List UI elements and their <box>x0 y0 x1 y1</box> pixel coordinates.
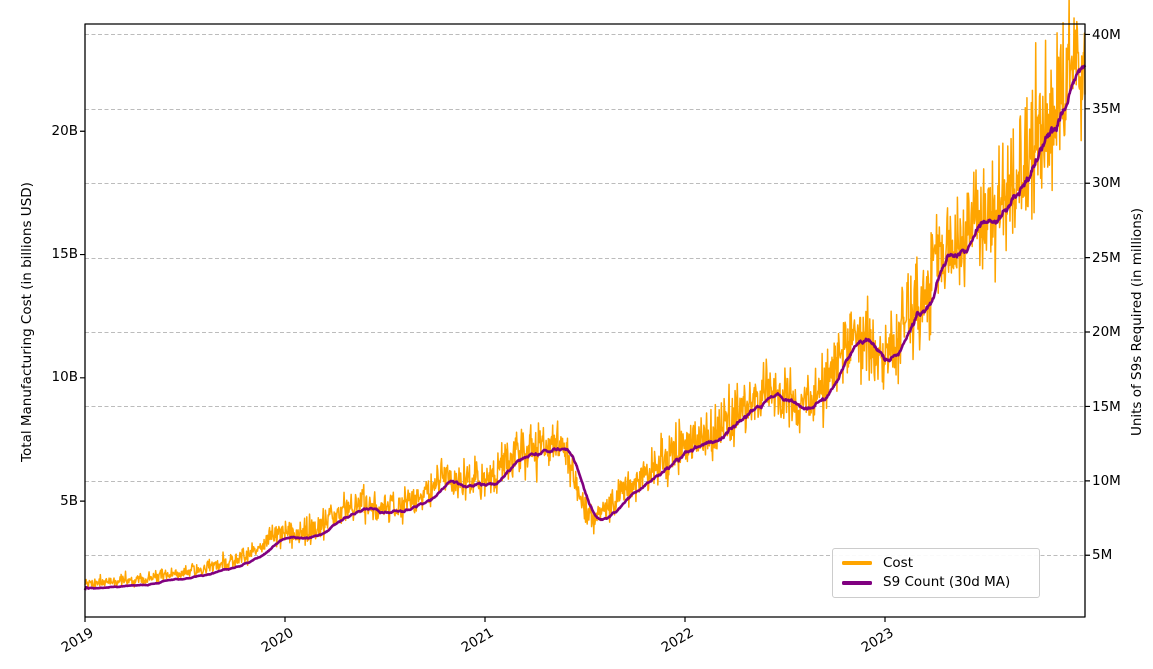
right-axis-tick-35m: 35M <box>1092 101 1121 117</box>
left-axis-title: Total Manufacturing Cost (in billions US… <box>19 182 35 462</box>
legend: Cost S9 Count (30d MA) <box>832 548 1040 598</box>
legend-item-cost: Cost <box>842 555 1030 572</box>
right-axis-tick-20m: 20M <box>1092 324 1121 340</box>
legend-item-s9-count: S9 Count (30d MA) <box>842 574 1030 591</box>
legend-label-s9-count: S9 Count (30d MA) <box>883 574 1011 591</box>
right-axis-tick-25m: 25M <box>1092 250 1121 266</box>
legend-label-cost: Cost <box>883 554 914 571</box>
right-axis-tick-15m: 15M <box>1092 399 1121 415</box>
left-axis-tick-10b: 10B <box>51 369 78 385</box>
left-axis-tick-5b: 5B <box>60 493 78 509</box>
left-axis-tick-15b: 15B <box>51 246 78 262</box>
right-axis-tick-10m: 10M <box>1092 473 1121 489</box>
left-axis-tick-20b: 20B <box>51 123 78 139</box>
right-axis-tick-40m: 40M <box>1092 27 1121 43</box>
cost-line-swatch <box>842 561 872 565</box>
right-axis-tick-30m: 30M <box>1092 175 1121 191</box>
right-axis-tick-5m: 5M <box>1092 547 1113 563</box>
s9-count-line-swatch <box>842 581 872 585</box>
right-axis-title: Units of S9s Required (in millions) <box>1129 207 1145 437</box>
